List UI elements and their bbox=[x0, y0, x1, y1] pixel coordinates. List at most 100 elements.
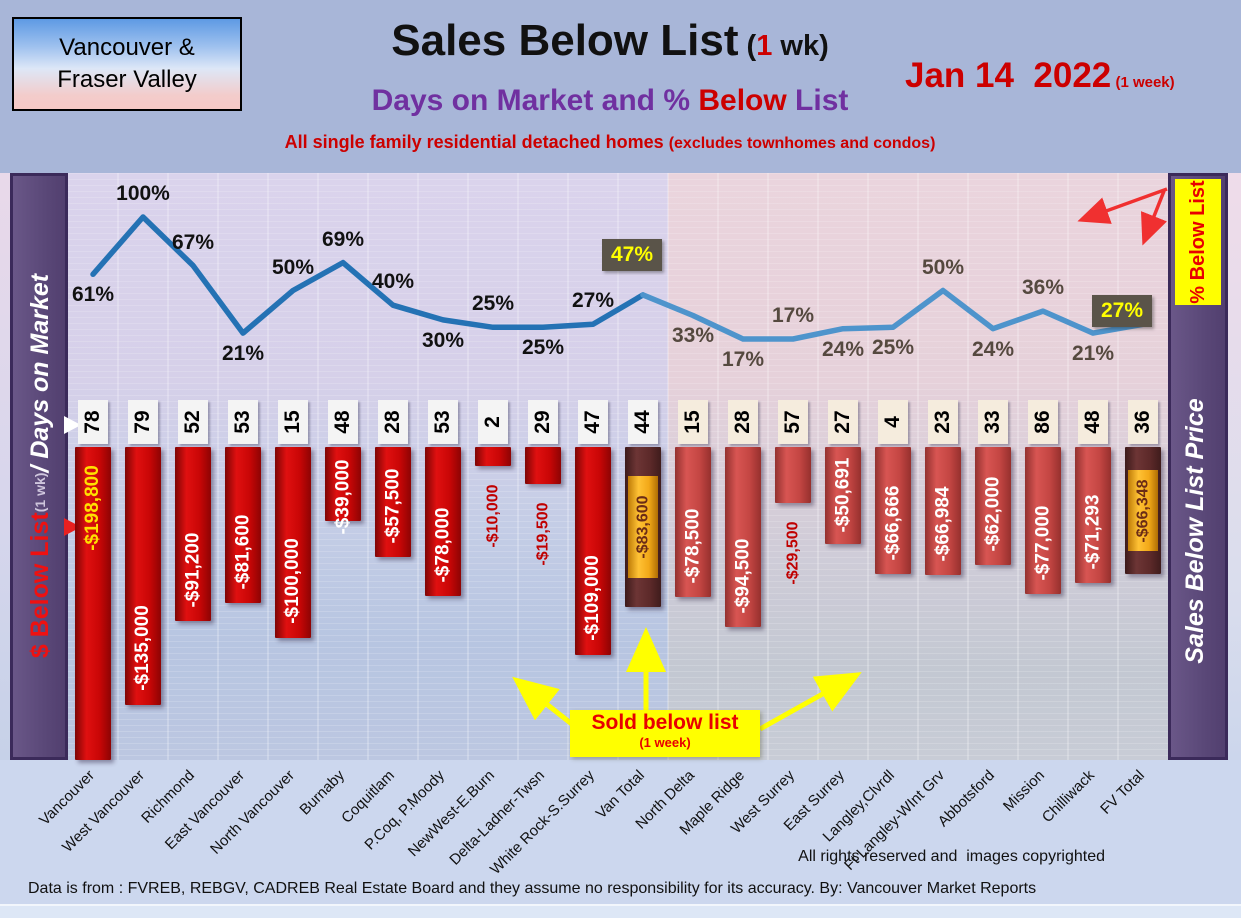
bar bbox=[1125, 447, 1161, 574]
pct-label: 100% bbox=[116, 182, 170, 205]
report-date-main: Jan 14 2022 bbox=[905, 56, 1112, 95]
pct-label: 25% bbox=[871, 336, 915, 360]
region-box-line1: Vancouver & bbox=[59, 33, 195, 61]
bar bbox=[525, 447, 561, 484]
pct-label: 36% bbox=[1021, 276, 1065, 300]
pct-badge: 27% bbox=[1092, 295, 1153, 327]
report-date: Jan 14 2022 (1 week) bbox=[905, 56, 1235, 96]
bar bbox=[175, 447, 211, 621]
total-gold-box bbox=[628, 476, 658, 578]
pct-label: 21% bbox=[1071, 342, 1115, 366]
dollars-pointer-arrow-icon bbox=[64, 518, 81, 536]
day-box: 15 bbox=[678, 400, 708, 444]
day-box: 53 bbox=[428, 400, 458, 444]
percent-badge-arrow-icon bbox=[1077, 187, 1168, 224]
sold-callout-arrow-icon bbox=[758, 672, 862, 732]
bar bbox=[1075, 447, 1111, 583]
pct-label: 61% bbox=[71, 283, 115, 307]
title-paren-open: ( bbox=[738, 30, 757, 62]
bar bbox=[575, 447, 611, 655]
pct-badge: 47% bbox=[602, 239, 663, 271]
pct-label: 40% bbox=[371, 270, 415, 294]
pct-label: 67% bbox=[171, 230, 215, 254]
report-date-note: (1 week) bbox=[1111, 74, 1175, 91]
day-box: 78 bbox=[78, 400, 108, 444]
bar bbox=[475, 447, 511, 466]
tagline-main: All single family residential detached h… bbox=[284, 132, 669, 152]
vancouver-zone-background bbox=[68, 173, 668, 760]
pct-label: 17% bbox=[771, 304, 815, 327]
day-box: 4 bbox=[878, 400, 908, 444]
region-box: Vancouver & Fraser Valley bbox=[12, 17, 242, 111]
total-gold-box bbox=[1128, 470, 1158, 551]
day-box: 29 bbox=[528, 400, 558, 444]
left-axis-label: $ Below List (1 wk) / Days on Market bbox=[23, 186, 57, 746]
day-box: 28 bbox=[728, 400, 758, 444]
pct-label: 25% bbox=[471, 292, 515, 316]
day-box: 48 bbox=[328, 400, 358, 444]
day-box: 36 bbox=[1128, 400, 1158, 444]
day-box: 57 bbox=[778, 400, 808, 444]
bar bbox=[875, 447, 911, 574]
pct-label: 33% bbox=[671, 324, 715, 348]
day-box: 44 bbox=[628, 400, 658, 444]
region-box-line2: Fraser Valley bbox=[57, 66, 197, 93]
day-box: 2 bbox=[478, 400, 508, 444]
day-box: 53 bbox=[228, 400, 258, 444]
pct-label: 27% bbox=[571, 289, 615, 313]
days-pointer-arrow-icon bbox=[64, 416, 81, 434]
bar bbox=[275, 447, 311, 638]
sold-callout-line1: Sold below list bbox=[591, 711, 739, 734]
title-week-number: 1 bbox=[756, 30, 773, 62]
right-axis-sidebar: % Below List Sales Below List Price bbox=[1168, 173, 1228, 760]
bar bbox=[625, 447, 661, 607]
sold-callout-arrow-icon bbox=[512, 676, 575, 727]
title-paren-rest: wk) bbox=[772, 30, 829, 62]
right-margin-strip bbox=[1228, 173, 1241, 760]
right-axis-label: Sales Below List Price bbox=[1180, 398, 1209, 664]
sold-below-list-callout: Sold below list (1 week) bbox=[570, 710, 760, 757]
pct-label: 17% bbox=[721, 348, 765, 371]
bar bbox=[225, 447, 261, 603]
percent-badge-arrow-icon bbox=[1140, 190, 1168, 246]
pct-label: 25% bbox=[521, 336, 565, 360]
left-margin-strip bbox=[0, 173, 10, 760]
pct-label: 50% bbox=[921, 255, 965, 279]
bar bbox=[325, 447, 361, 521]
pct-label: 69% bbox=[321, 227, 365, 251]
bar bbox=[1025, 447, 1061, 594]
line-chart-svg bbox=[64, 173, 1146, 760]
source-note: Data is from : FVREB, REBGV, CADREB Real… bbox=[28, 880, 1037, 897]
subtitle: Days on Market and % Below List bbox=[290, 84, 930, 118]
bar bbox=[675, 447, 711, 597]
bar bbox=[775, 447, 811, 503]
pct-label: 50% bbox=[271, 255, 315, 279]
tagline: All single family residential detached h… bbox=[170, 132, 1050, 153]
bar bbox=[725, 447, 761, 627]
bar bbox=[975, 447, 1011, 565]
page-title: Sales Below List (1 wk) bbox=[290, 16, 930, 66]
day-box: 52 bbox=[178, 400, 208, 444]
day-box: 33 bbox=[978, 400, 1008, 444]
bar bbox=[75, 447, 111, 760]
subtitle-part1: Days on Market and % bbox=[371, 84, 699, 117]
bar bbox=[925, 447, 961, 575]
pct-label: 21% bbox=[221, 342, 265, 366]
left-axis-label-red: $ Below List bbox=[25, 512, 54, 659]
percent-below-list-badge: % Below List bbox=[1175, 179, 1221, 305]
left-axis-label-small: (1 wk) bbox=[32, 472, 48, 513]
pct-label: 24% bbox=[821, 337, 865, 361]
subtitle-part3: List bbox=[795, 84, 849, 117]
day-box: 23 bbox=[928, 400, 958, 444]
day-box: 79 bbox=[128, 400, 158, 444]
line-series-fraser-valley bbox=[640, 287, 1146, 342]
title-main: Sales Below List bbox=[391, 16, 739, 65]
plot-area: Sold below list (1 week) 78 -$198,800 61% 7… bbox=[64, 173, 1168, 760]
tagline-paren: (excludes townhomes and condos) bbox=[668, 135, 936, 152]
day-box: 28 bbox=[378, 400, 408, 444]
pct-label: 24% bbox=[971, 337, 1015, 361]
day-box: 15 bbox=[278, 400, 308, 444]
chart-band: $ Below List (1 wk) / Days on Market Sol… bbox=[0, 173, 1241, 760]
pct-label: 30% bbox=[421, 328, 465, 352]
